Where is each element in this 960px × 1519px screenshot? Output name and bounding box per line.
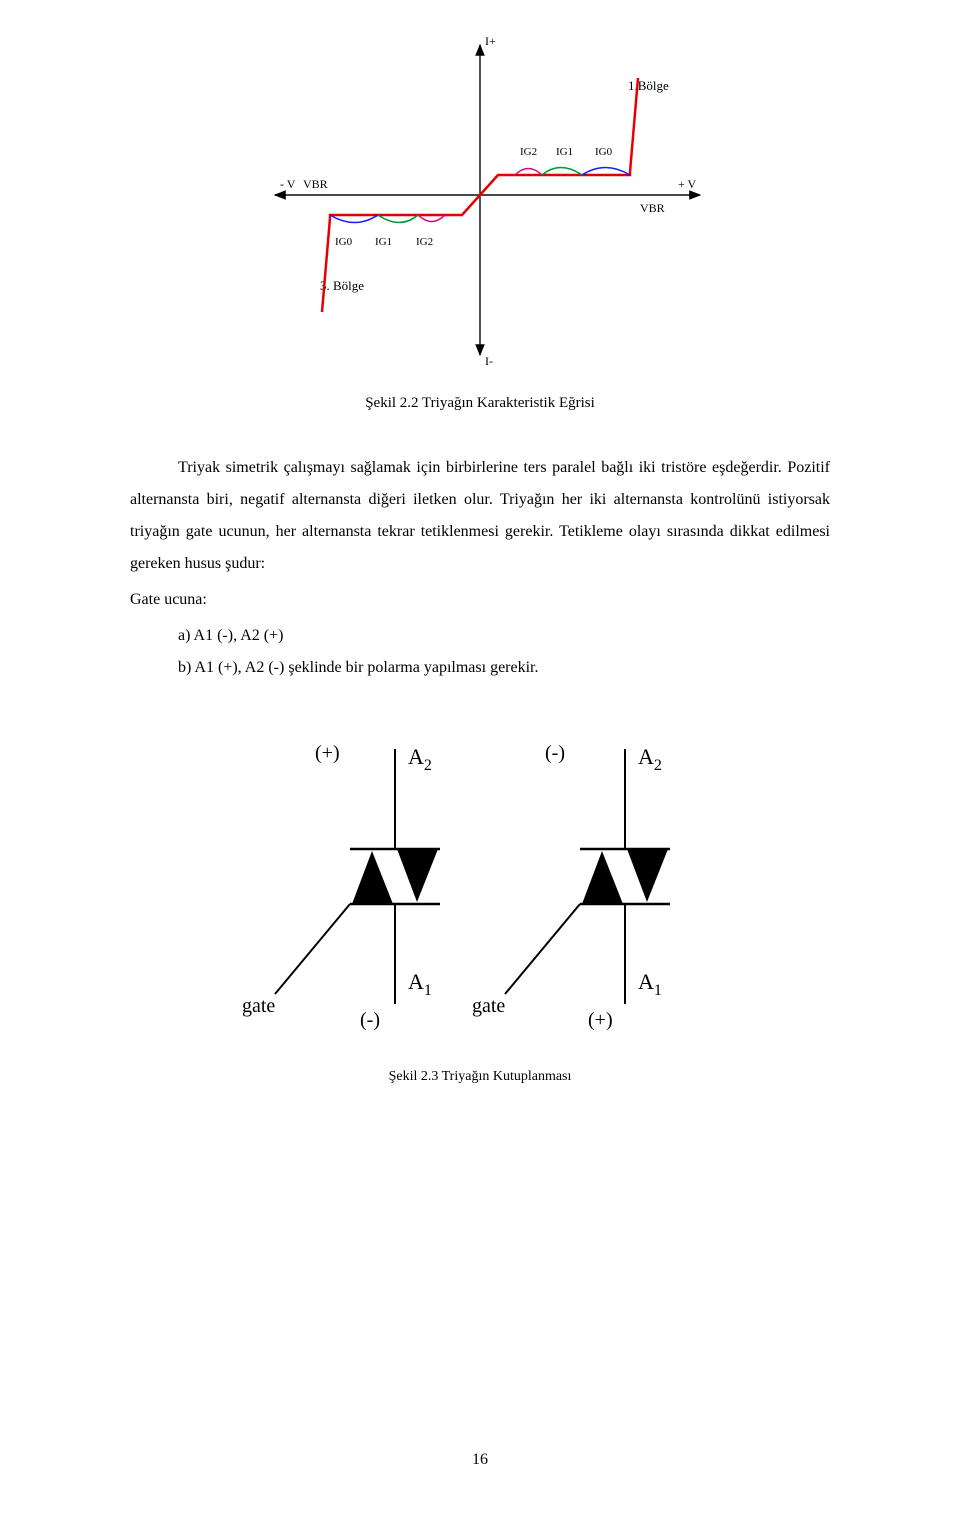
page-number: 16 — [0, 1451, 960, 1469]
figure-2-svg: (+) A2 A1 (-) gate (-) A2 A1 (+ — [240, 714, 720, 1044]
x-left-vbr: VBR — [303, 177, 328, 191]
figure-1-svg: I+ I- - V VBR + V VBR 1.Bölge 3. Bölge I… — [230, 30, 730, 375]
item-b: b) A1 (+), A2 (-) şeklinde bir polarma y… — [178, 652, 830, 684]
x-right-pos: + V — [678, 177, 697, 191]
ig1-top-label: IG1 — [556, 146, 573, 158]
right-bottom-sign: (+) — [588, 1009, 613, 1031]
x-right-vbr: VBR — [640, 201, 665, 215]
figure-2-caption: Şekil 2.3 Triyağın Kutuplanması — [130, 1069, 830, 1085]
ig1-bottom-label: IG1 — [375, 236, 392, 248]
left-a1-label: A1 — [408, 969, 432, 999]
left-gate-label: gate — [242, 995, 275, 1017]
x-left-neg: - V — [280, 177, 296, 191]
ig0-top-label: IG0 — [595, 146, 613, 158]
item-a: a) A1 (-), A2 (+) — [178, 620, 830, 652]
region-3-label: 3. Bölge — [320, 278, 364, 293]
ig2-bottom-label: IG2 — [416, 236, 433, 248]
ig0-bottom-label: IG0 — [335, 236, 353, 248]
left-triac-icon: (+) A2 A1 (-) gate — [242, 742, 440, 1031]
paragraph-1: Triyak simetrik çalışmayı sağlamak için … — [130, 452, 830, 580]
figure-1-characteristic-curve: I+ I- - V VBR + V VBR 1.Bölge 3. Bölge I… — [230, 30, 730, 375]
y-bottom-label: I- — [485, 354, 493, 368]
curve-q1-main — [480, 78, 638, 195]
figure-1-caption: Şekil 2.2 Triyağın Karakteristik Eğrisi — [130, 395, 830, 412]
left-top-sign: (+) — [315, 742, 340, 764]
ig2-top-label: IG2 — [520, 146, 537, 158]
right-triac-icon: (-) A2 A1 (+) gate — [472, 742, 670, 1031]
y-top-label: I+ — [485, 34, 496, 48]
curve-q3-main — [322, 195, 480, 312]
right-top-sign: (-) — [545, 742, 565, 764]
right-a1-label: A1 — [638, 969, 662, 999]
right-a2-label: A2 — [638, 744, 662, 774]
region-1-label: 1.Bölge — [628, 78, 669, 93]
left-bottom-sign: (-) — [360, 1009, 380, 1031]
gate-line: Gate ucuna: — [130, 584, 830, 616]
figure-2-polarization: (+) A2 A1 (-) gate (-) A2 A1 (+ — [240, 714, 720, 1044]
left-a2-label: A2 — [408, 744, 432, 774]
right-gate-label: gate — [472, 995, 505, 1017]
